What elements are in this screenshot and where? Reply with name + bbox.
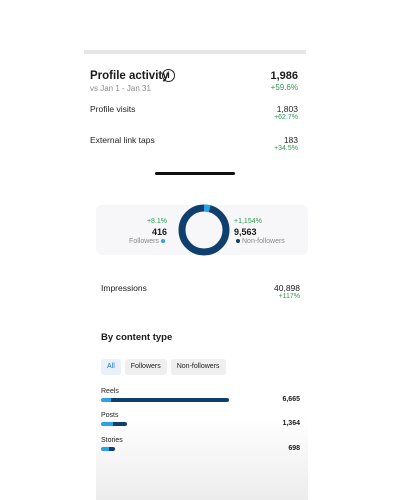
profile-activity-total-change: +59.6% (270, 83, 298, 92)
impressions-label: Impressions (101, 283, 147, 293)
external-link-taps-change: +34.5% (274, 145, 298, 152)
stories-bar (101, 447, 115, 451)
posts-value: 1,364 (282, 420, 300, 427)
reels-bar (101, 398, 229, 402)
date-range: vs Jan 1 - Jan 31 (90, 84, 151, 93)
profile-visits-value: 1,803 (276, 104, 298, 114)
impressions-card[interactable]: Impressions 40,898 +117% (96, 274, 306, 310)
top-divider (84, 50, 306, 54)
bottom-fade (96, 418, 308, 500)
posts-non-followers-segment (112, 422, 128, 426)
home-indicator[interactable] (155, 172, 235, 175)
content-type-filters: All Followers Non-followers (101, 359, 226, 375)
stories-followers-segment (101, 447, 110, 451)
reels-value: 6,665 (282, 396, 300, 403)
non-followers-count: 9,563 (234, 227, 257, 237)
posts-label: Posts (101, 412, 119, 419)
followers-count: 416 (151, 227, 167, 237)
impressions-value: 40,898 (274, 283, 300, 293)
posts-followers-segment (101, 422, 113, 426)
non-followers-arc (178, 204, 230, 256)
non-followers-legend: Non-followers (234, 238, 285, 245)
impressions-change: +117% (278, 293, 300, 300)
stories-label: Stories (101, 437, 123, 444)
audience-split-card: +8.1% 416 Followers +1,154% 9,563 Non-fo… (96, 204, 308, 256)
followers-legend: Followers (129, 238, 167, 245)
external-link-taps-value: 183 (283, 135, 298, 145)
profile-activity-total: 1,986 (270, 70, 298, 82)
filter-followers[interactable]: Followers (124, 359, 167, 375)
audience-donut-chart (178, 204, 230, 256)
non-followers-change: +1,154% (234, 218, 262, 225)
profile-visits-label: Profile visits (90, 104, 136, 114)
posts-bar (101, 422, 128, 426)
reels-label: Reels (101, 388, 119, 395)
profile-visits-change: +62.7% (274, 114, 298, 121)
followers-label: Followers (129, 238, 159, 245)
stories-non-followers-segment (109, 447, 115, 451)
external-link-taps-label: External link taps (90, 135, 155, 145)
reels-followers-segment (101, 398, 112, 402)
followers-dot (161, 238, 165, 243)
profile-activity-title: Profile activity (90, 70, 169, 82)
filter-all[interactable]: All (101, 359, 121, 375)
info-icon[interactable]: i (162, 69, 175, 82)
reels-non-followers-segment (111, 398, 229, 402)
followers-change: +8.1% (146, 218, 167, 225)
filter-non-followers[interactable]: Non-followers (170, 359, 226, 375)
non-followers-label: Non-followers (242, 238, 285, 245)
content-type-title: By content type (101, 332, 173, 343)
stories-value: 698 (288, 445, 300, 452)
non-followers-dot (236, 238, 240, 243)
followers-arc (178, 204, 230, 256)
profile-activity-card: Profile activity i vs Jan 1 - Jan 31 1,9… (84, 56, 306, 168)
